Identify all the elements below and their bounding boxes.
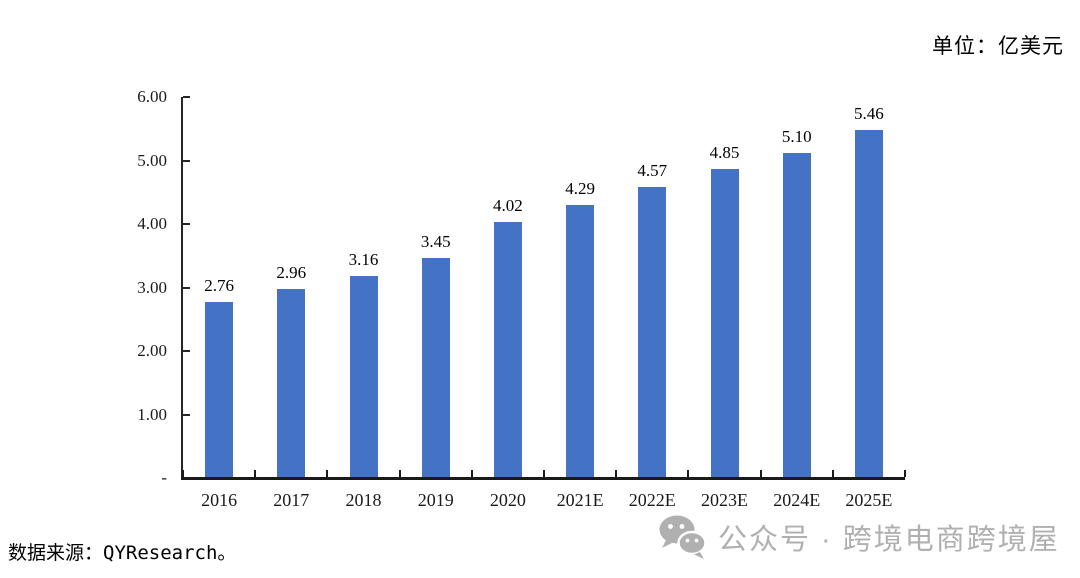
- bar-chart: - 1.00 2.00 3.00 4.00 5.00 6.00 2.76 2016 2.96 20…: [137, 87, 906, 510]
- y-tick-label: 5.00: [137, 150, 167, 170]
- x-tick-mark: [182, 470, 184, 477]
- bar-value-label: 4.57: [637, 160, 668, 180]
- y-tick-label: -: [161, 468, 167, 487]
- x-tick-label: 2025E: [845, 490, 893, 510]
- bar-value-label: 4.02: [493, 195, 523, 215]
- x-tick-mark: [759, 470, 762, 477]
- bar: [277, 289, 306, 477]
- bar: [710, 169, 739, 477]
- unit-label: 单位：亿美元: [932, 35, 1064, 58]
- bar: [638, 186, 667, 477]
- bar: [854, 130, 883, 477]
- y-tick-mark: [183, 96, 190, 98]
- y-tick-mark: [183, 286, 190, 289]
- x-tick-mark: [687, 470, 690, 477]
- x-tick-mark: [543, 470, 545, 477]
- y-tick-label: 1.00: [137, 404, 167, 424]
- y-tick-mark: [183, 350, 190, 352]
- x-tick-label: 2023E: [701, 490, 748, 510]
- source-note: 数据来源：QYResearch。: [8, 542, 237, 564]
- bar: [566, 204, 595, 477]
- y-tick-mark: [183, 159, 190, 162]
- bar-value-label: 3.16: [348, 250, 379, 270]
- bar-value-label: 5.46: [854, 104, 884, 124]
- y-tick-label: 3.00: [137, 277, 167, 297]
- y-tick-mark: [183, 223, 190, 225]
- y-tick-label: 2.00: [137, 341, 167, 360]
- x-tick-label: 2022E: [628, 490, 676, 510]
- bar-value-label: 2.96: [276, 263, 307, 283]
- x-tick-label: 2017: [273, 490, 310, 510]
- bar-value-label: 5.10: [781, 127, 812, 147]
- x-tick-mark: [254, 470, 257, 477]
- x-tick-mark: [831, 470, 834, 477]
- x-tick-label: 2016: [201, 490, 238, 510]
- x-tick-label: 2018: [345, 490, 382, 510]
- bar: [205, 301, 234, 477]
- x-tick-label: 2021E: [556, 490, 604, 510]
- bar-value-label: 4.85: [709, 143, 740, 163]
- x-tick-label: 2020: [489, 490, 526, 510]
- bar: [421, 257, 450, 477]
- bar: [349, 276, 378, 477]
- x-axis: [181, 477, 905, 480]
- bar-value-label: 3.45: [420, 231, 451, 251]
- y-axis: [181, 97, 183, 478]
- x-tick-mark: [326, 470, 329, 477]
- y-tick-mark: [183, 413, 190, 416]
- y-tick-label: 6.00: [137, 87, 167, 106]
- bar: [782, 153, 811, 477]
- x-tick-mark: [470, 470, 473, 477]
- x-tick-mark: [615, 470, 618, 477]
- wechat-icon: [659, 515, 707, 559]
- bar: [493, 221, 522, 477]
- bar-value-label: 4.29: [565, 178, 595, 198]
- y-tick-label: 4.00: [137, 214, 167, 233]
- watermark-text: 公众号 · 跨境电商跨境屋: [718, 524, 1060, 556]
- watermark: 公众号 · 跨境电商跨境屋: [658, 514, 1060, 560]
- x-tick-label: 2019: [417, 490, 454, 510]
- x-tick-mark: [398, 470, 401, 477]
- x-tick-label: 2024E: [773, 490, 821, 510]
- bar-value-label: 2.76: [204, 275, 234, 295]
- x-tick-mark: [904, 470, 906, 477]
